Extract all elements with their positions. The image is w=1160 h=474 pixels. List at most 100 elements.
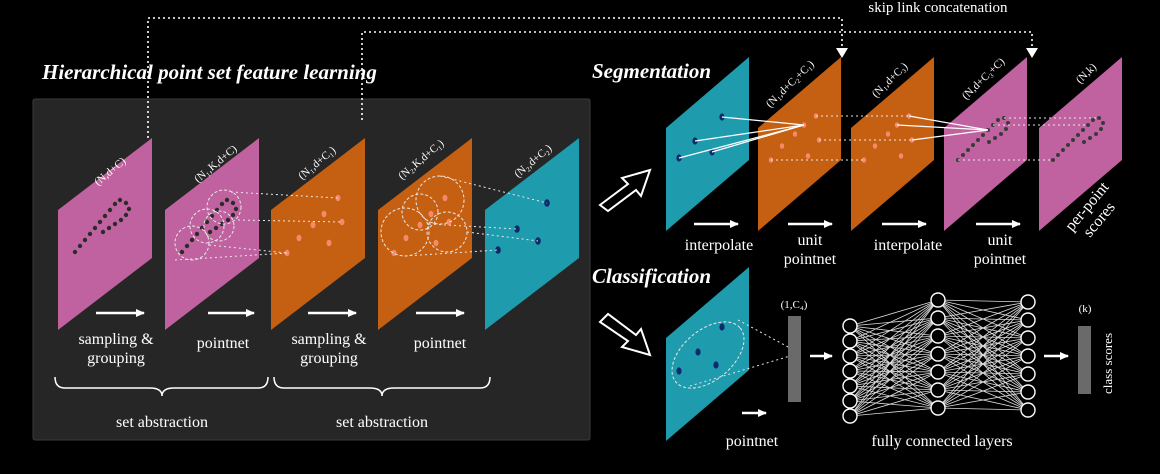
fc-connection — [849, 335, 939, 402]
class-scores-bar — [1078, 326, 1091, 394]
fc-connection — [849, 335, 939, 417]
fc-connection — [849, 299, 939, 342]
fc-neuron-layer-3 — [1020, 366, 1036, 382]
seg-plane-1 — [666, 57, 749, 231]
fc-connection — [937, 391, 1029, 409]
label-unit-2: unit — [988, 232, 1013, 249]
label-sampling-2: sampling & — [291, 331, 367, 348]
fc-connection — [937, 301, 1029, 409]
fc-connection — [849, 317, 939, 357]
skip-links — [147, 17, 1033, 138]
label-unit-1: unit — [798, 232, 823, 249]
fc-neuron-layer-2 — [930, 382, 946, 398]
label-pointnet-1: pointnet — [197, 335, 250, 352]
fc-connection — [849, 340, 939, 355]
fc-neuron-layer-3 — [1020, 402, 1036, 418]
fc-connection — [937, 373, 1029, 409]
title-hierarchical: Hierarchical point set feature learning — [41, 60, 377, 84]
fc-connection — [849, 353, 939, 357]
skip-link-outer-line — [147, 17, 843, 138]
fc-neuron-layer-2 — [930, 346, 946, 362]
label-interpolate-1: interpolate — [685, 237, 753, 254]
fc-connection — [937, 299, 1029, 303]
fc-connection — [849, 335, 939, 387]
label-class-scores: class scores — [1100, 333, 1115, 394]
fc-neuron-layer-1 — [842, 333, 858, 349]
skip-arrowhead-1 — [836, 48, 848, 58]
label-grouping-1: grouping — [87, 350, 145, 367]
fc-connection — [937, 355, 1029, 409]
label-unit-pointnet-1: pointnet — [784, 251, 837, 268]
fc-neuron-layer-1 — [842, 408, 858, 424]
fc-neuron-layer-1 — [842, 378, 858, 394]
label-vector-dim: (1,C₄) — [781, 299, 808, 311]
global-feature-vector — [788, 316, 801, 402]
fc-connection — [937, 301, 1029, 355]
label-output-dim: (k) — [1079, 303, 1092, 315]
seg-plane-2: (N₁,d+C₂+C₁) — [758, 57, 841, 231]
braces — [54, 376, 491, 397]
fc-neuron-layer-1 — [842, 348, 858, 364]
fc-neuron-layer-3 — [1020, 348, 1036, 364]
point-cloud-dense — [72, 197, 132, 255]
fully-connected-network — [842, 292, 1036, 424]
fc-neuron-layer-2 — [930, 310, 946, 326]
fc-connection — [849, 353, 939, 402]
label-fc-layers: fully connected layers — [871, 433, 1012, 450]
fc-neuron-layer-3 — [1020, 294, 1036, 310]
fc-connection — [849, 389, 939, 417]
fc-neuron-layer-2 — [930, 292, 946, 308]
seg-dotted-2 — [958, 117, 1099, 161]
arrow-to-classification — [598, 312, 652, 357]
label-cls-pointnet: pointnet — [726, 433, 779, 450]
interpolation-lines-2 — [896, 115, 989, 141]
fc-connection — [849, 370, 939, 373]
fc-neuron-layer-2 — [930, 400, 946, 416]
sampled-points-1 — [284, 194, 345, 257]
seg-plane-4: (N,d+C₃+C) — [944, 55, 1027, 231]
projection-lines-2 — [404, 175, 548, 257]
fc-connection — [849, 353, 939, 372]
fc-connection — [849, 335, 939, 357]
fc-connection — [849, 353, 939, 387]
seg-dotted-1 — [771, 115, 912, 161]
interpolation-lines-1 — [678, 116, 805, 159]
label-grouping-2: grouping — [300, 350, 358, 367]
fc-neuron-layer-2 — [930, 328, 946, 344]
fc-connection — [849, 340, 939, 373]
skip-link-label: skip link concatenation — [868, 0, 1008, 16]
fc-connection — [849, 317, 939, 417]
fc-connection — [849, 299, 939, 417]
fc-neuron-layer-3 — [1020, 384, 1036, 400]
fc-connection — [849, 317, 939, 402]
fc-connection — [937, 319, 1029, 409]
fc-connection — [849, 370, 939, 409]
fc-connection — [849, 317, 939, 372]
fc-connection — [937, 301, 1029, 319]
fc-connection — [849, 355, 939, 409]
fc-connection — [849, 340, 939, 391]
brace-1 — [54, 376, 269, 397]
skip-arrowhead-2 — [1026, 48, 1038, 58]
fc-connection — [849, 299, 939, 327]
label-pointnet-2: pointnet — [414, 335, 467, 352]
fc-neuron-layer-3 — [1020, 312, 1036, 328]
fc-neuron-layer-1 — [842, 393, 858, 409]
fc-neuron-layer-2 — [930, 364, 946, 380]
projection-lines-1 — [174, 191, 343, 261]
fc-connection — [849, 335, 939, 372]
fc-connection — [849, 335, 939, 342]
title-classification: Classification — [592, 264, 711, 288]
label-sampling-1: sampling & — [78, 331, 154, 348]
fc-connection — [849, 355, 939, 391]
arrow-to-segmentation — [598, 168, 652, 213]
fc-neuron-layer-1 — [842, 318, 858, 334]
fc-connection — [937, 407, 1029, 411]
fc-neuron-layer-3 — [1020, 330, 1036, 346]
fc-connection — [937, 301, 1029, 373]
fc-connection — [937, 301, 1029, 337]
seg-plane-3: (N₁,d+C₃) — [851, 57, 934, 231]
title-segmentation: Segmentation — [592, 59, 711, 83]
label-unit-pointnet-2: pointnet — [974, 251, 1027, 268]
brace-2 — [273, 376, 491, 397]
